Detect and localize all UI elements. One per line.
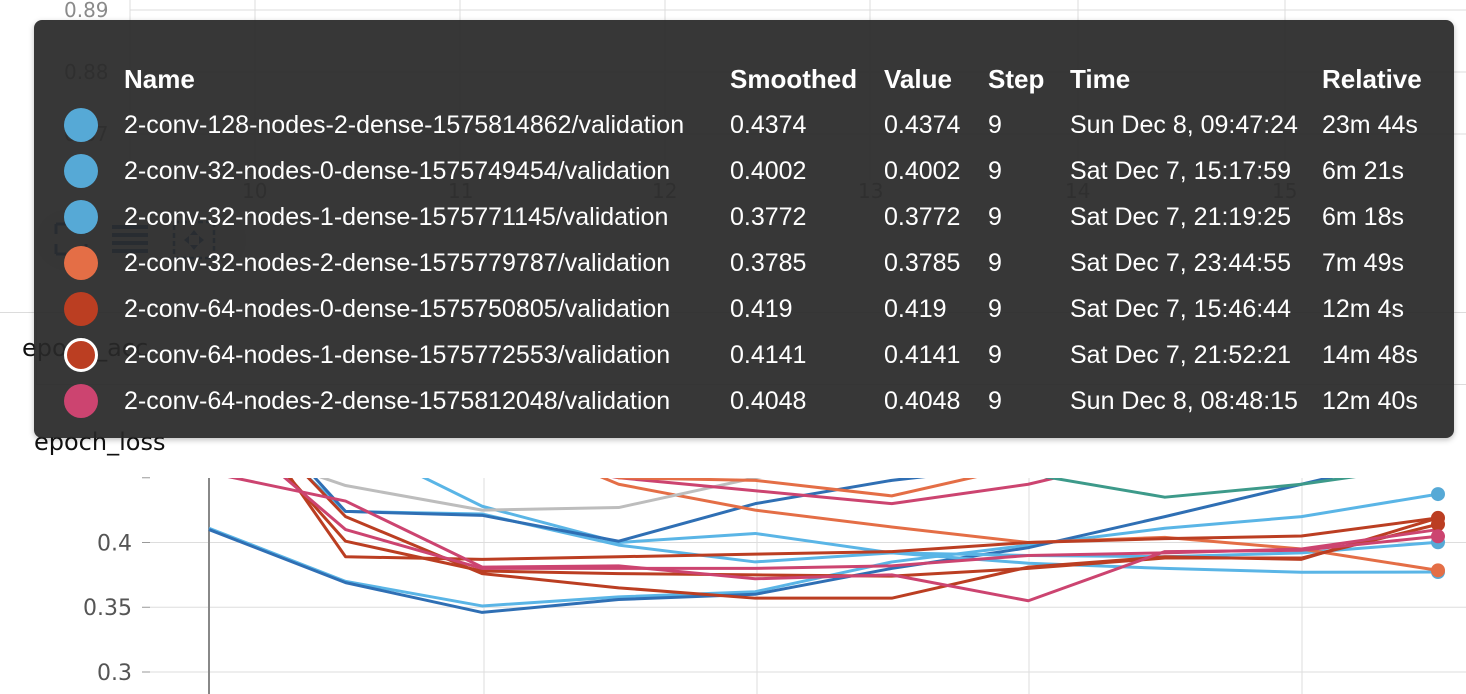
run-value: 0.4374	[884, 110, 961, 139]
run-name: 2-conv-64-nodes-2-dense-1575812048/valid…	[124, 386, 671, 415]
relative-column-header: Relative	[1322, 63, 1422, 94]
run-relative: 6m 21s	[1322, 156, 1404, 185]
run-name: 2-conv-32-nodes-1-dense-1575771145/valid…	[124, 202, 669, 231]
hover-tooltip: Name Smoothed Value Step Time Relative 2…	[34, 20, 1454, 438]
run-color-dot	[64, 200, 98, 234]
run-name: 2-conv-32-nodes-2-dense-1575779787/valid…	[124, 248, 671, 277]
time-column-header: Time	[1070, 63, 1131, 94]
tooltip-header-row: Name Smoothed Value Step Time Relative	[56, 56, 1432, 102]
tooltip-row: 2-conv-32-nodes-2-dense-1575779787/valid…	[56, 240, 1432, 286]
run-name: 2-conv-32-nodes-0-dense-1575749454/valid…	[124, 156, 671, 185]
chart-y-ticks: 0.4 0.35 0.3	[83, 532, 132, 686]
run-time: Sat Dec 7, 15:17:59	[1070, 156, 1291, 185]
run-smoothed: 0.4048	[730, 386, 807, 415]
loss-series-line	[318, 478, 763, 512]
run-name: 2-conv-64-nodes-1-dense-1575772553/valid…	[124, 340, 671, 369]
run-name: 2-conv-64-nodes-0-dense-1575750805/valid…	[124, 294, 671, 323]
end-marker	[1431, 517, 1445, 532]
run-relative: 12m 40s	[1322, 386, 1418, 415]
run-relative: 14m 48s	[1322, 340, 1418, 369]
run-value: 0.4141	[884, 340, 961, 369]
run-value: 0.3785	[884, 248, 961, 277]
loss-series-line	[282, 478, 1439, 570]
run-step: 9	[988, 294, 1002, 323]
run-smoothed: 0.419	[730, 294, 793, 323]
run-time: Sat Dec 7, 23:44:55	[1070, 248, 1291, 277]
loss-series-line	[208, 478, 1335, 614]
step-column-header: Step	[988, 63, 1045, 94]
run-time: Sat Dec 7, 15:46:44	[1070, 294, 1291, 323]
tooltip-table: Name Smoothed Value Step Time Relative 2…	[56, 56, 1432, 424]
tooltip-row: 2-conv-32-nodes-0-dense-1575749454/valid…	[56, 148, 1432, 194]
loss-series-line	[1043, 478, 1356, 499]
run-time: Sat Dec 7, 21:52:21	[1070, 340, 1291, 369]
run-step: 9	[988, 248, 1002, 277]
run-time: Sun Dec 8, 09:47:24	[1070, 110, 1298, 139]
smoothed-column-header: Smoothed	[730, 63, 858, 94]
color-column-header	[56, 56, 124, 102]
run-time: Sat Dec 7, 21:19:25	[1070, 202, 1291, 231]
end-marker	[1431, 487, 1445, 502]
tooltip-row-selected: 2-conv-64-nodes-1-dense-1575772553/valid…	[56, 332, 1432, 378]
run-step: 9	[988, 156, 1002, 185]
loss-series-line	[615, 478, 978, 498]
run-relative: 6m 18s	[1322, 202, 1404, 231]
end-marker	[1431, 563, 1445, 578]
loss-series-line	[421, 478, 1439, 574]
run-smoothed: 0.4141	[730, 340, 807, 369]
loss-series-line	[611, 478, 1062, 506]
run-relative: 12m 4s	[1322, 294, 1404, 323]
run-color-dot	[64, 384, 98, 418]
run-color-dot	[64, 154, 98, 188]
chart-end-markers	[1431, 487, 1445, 580]
run-relative: 23m 44s	[1322, 110, 1418, 139]
run-smoothed: 0.3785	[730, 248, 807, 277]
loss-series-line	[599, 478, 1439, 572]
loss-series-line	[306, 478, 1439, 564]
chart-series	[208, 478, 1439, 614]
run-color-dot	[64, 292, 98, 326]
run-value: 0.4002	[884, 156, 961, 185]
run-name: 2-conv-128-nodes-2-dense-1575814862/vali…	[124, 110, 685, 139]
run-smoothed: 0.4002	[730, 156, 807, 185]
run-step: 9	[988, 202, 1002, 231]
epoch-loss-chart[interactable]: 0.4 0.35 0.3	[0, 470, 1466, 694]
run-value: 0.419	[884, 294, 947, 323]
tooltip-row: 2-conv-128-nodes-2-dense-1575814862/vali…	[56, 102, 1432, 148]
run-time: Sun Dec 8, 08:48:15	[1070, 386, 1298, 415]
run-color-dot	[64, 246, 98, 280]
y-tick-label: 0.4	[97, 532, 132, 557]
y-tick-label: 0.35	[83, 596, 132, 621]
run-smoothed: 0.3772	[730, 202, 807, 231]
run-value: 0.4048	[884, 386, 961, 415]
tooltip-row: 2-conv-64-nodes-2-dense-1575812048/valid…	[56, 378, 1432, 424]
run-step: 9	[988, 340, 1002, 369]
tooltip-row: 2-conv-64-nodes-0-dense-1575750805/valid…	[56, 286, 1432, 332]
name-column-header: Name	[124, 63, 195, 94]
run-color-dot	[64, 338, 98, 372]
upper-y-tick: 0.89	[64, 0, 109, 22]
end-marker	[1431, 529, 1445, 544]
run-smoothed: 0.4374	[730, 110, 807, 139]
value-column-header: Value	[884, 63, 952, 94]
run-step: 9	[988, 110, 1002, 139]
run-color-dot	[64, 108, 98, 142]
loss-series-line	[306, 478, 1439, 600]
run-step: 9	[988, 386, 1002, 415]
loss-series-line	[313, 478, 926, 543]
run-relative: 7m 49s	[1322, 248, 1404, 277]
run-value: 0.3772	[884, 202, 961, 231]
y-tick-label: 0.3	[97, 661, 132, 686]
chart-grid	[142, 477, 1466, 694]
tooltip-row: 2-conv-32-nodes-1-dense-1575771145/valid…	[56, 194, 1432, 240]
loss-series-line	[288, 478, 1439, 561]
